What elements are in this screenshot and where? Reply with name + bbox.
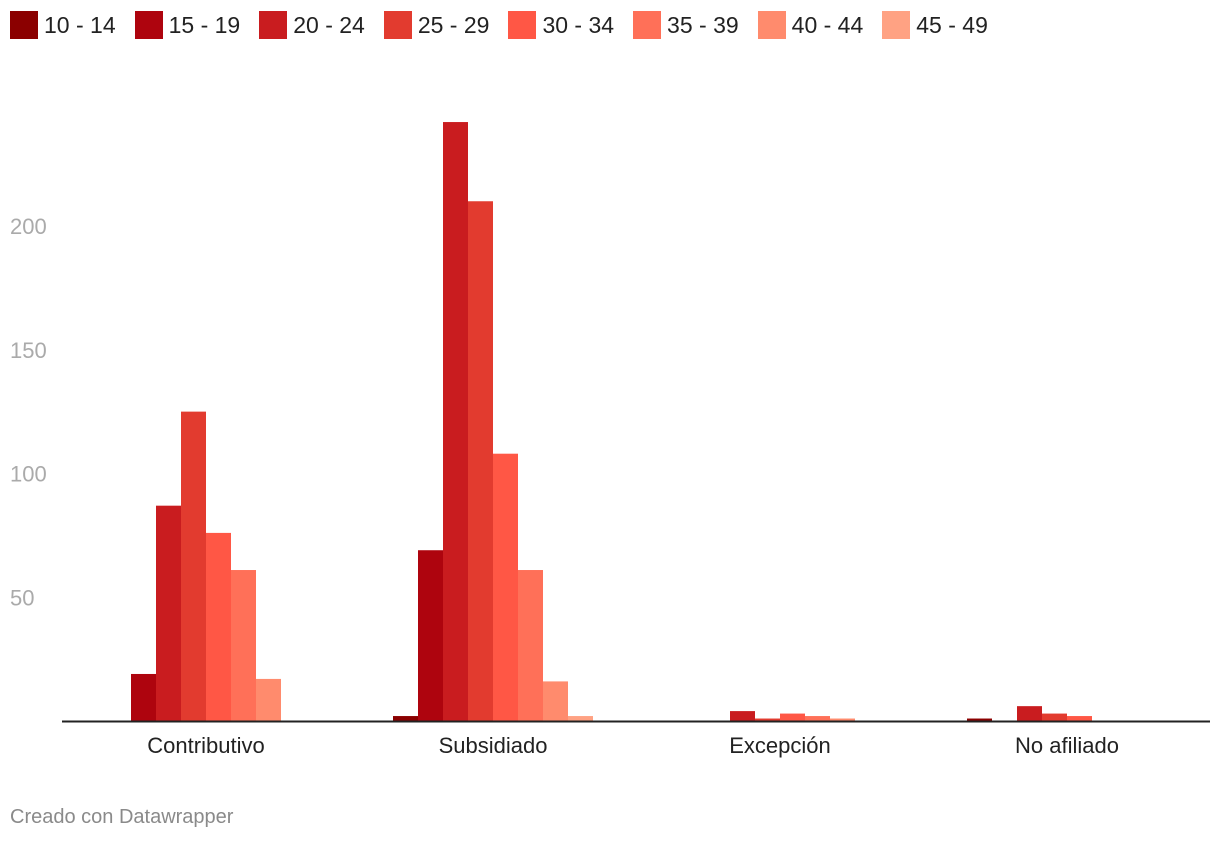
y-tick-label: 100: [10, 462, 47, 487]
x-tick-label: Subsidiado: [439, 733, 548, 758]
legend: 10 - 14 15 - 19 20 - 24 25 - 29 30 - 34 35 - …: [10, 11, 1007, 39]
legend-swatch: [633, 11, 662, 39]
legend-label: 35 - 39: [667, 12, 739, 38]
bar: [805, 716, 830, 721]
legend-swatch: [259, 11, 288, 39]
legend-item: 10 - 14: [10, 11, 116, 39]
legend-item: 25 - 29: [383, 11, 490, 39]
legend-swatch: [10, 11, 38, 39]
legend-label: 10 - 14: [44, 12, 116, 38]
bar: [131, 673, 156, 721]
legend-swatch: [882, 11, 911, 39]
credit-text: Creado con Datawrapper: [10, 806, 234, 828]
bar: [468, 201, 493, 721]
bar: [1067, 716, 1092, 721]
legend-item: 30 - 34: [508, 11, 614, 39]
legend-item: 35 - 39: [633, 11, 739, 39]
legend-item: 45 - 49: [882, 11, 988, 39]
legend-label: 20 - 24: [293, 12, 365, 38]
bar: [780, 713, 805, 721]
legend-swatch: [508, 11, 537, 39]
legend-swatch: [757, 11, 786, 39]
legend-item: 40 - 44: [757, 11, 864, 39]
legend-label: 30 - 34: [542, 12, 615, 38]
bar: [493, 453, 518, 721]
bar: [755, 718, 780, 721]
bar: [393, 716, 418, 721]
x-tick-label: No afiliado: [1015, 733, 1119, 758]
legend-swatch: [383, 11, 412, 39]
x-tick-label: Excepción: [729, 733, 831, 758]
bar: [181, 411, 206, 721]
y-tick-label: 200: [10, 214, 47, 239]
x-tick-label: Contributivo: [147, 733, 264, 758]
bar: [1017, 706, 1042, 721]
bar: [830, 718, 855, 721]
bar: [156, 505, 181, 721]
bar: [206, 532, 231, 721]
bar-chart: 50 100 150 200 Contributivo Subsidiado Excepci…: [10, 122, 1210, 758]
legend-label: 40 - 44: [791, 12, 864, 38]
bar: [418, 550, 443, 721]
bar: [967, 718, 992, 721]
legend-label: 25 - 29: [417, 12, 490, 38]
bar: [256, 678, 281, 721]
legend-swatch: [134, 11, 163, 39]
legend-label: 45 - 49: [916, 12, 988, 38]
bar: [568, 716, 593, 721]
bar: [1042, 713, 1067, 721]
bar: [543, 681, 568, 721]
bar: [231, 570, 256, 721]
bar: [730, 711, 755, 721]
y-tick-label: 150: [10, 338, 47, 363]
bar: [443, 122, 468, 722]
bar: [518, 570, 543, 721]
legend-item: 20 - 24: [259, 11, 365, 39]
legend-label: 15 - 19: [168, 12, 241, 38]
y-tick-label: 50: [10, 585, 34, 610]
legend-item: 15 - 19: [134, 11, 241, 39]
